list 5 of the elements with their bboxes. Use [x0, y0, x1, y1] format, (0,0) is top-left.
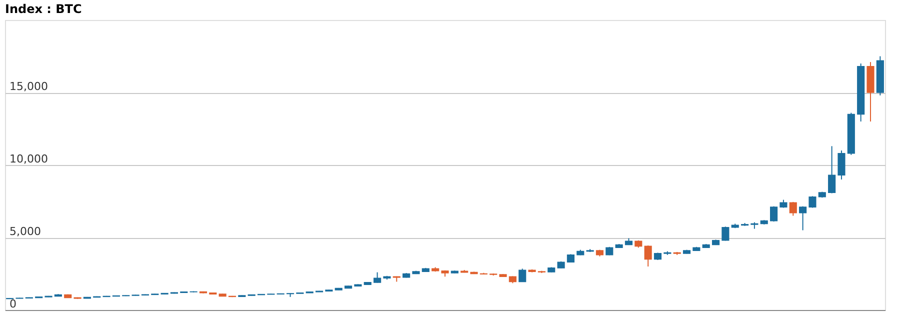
y-tick-label: 10,000: [10, 152, 48, 166]
y-tick-label: 0: [10, 298, 16, 310]
chart-title: Index : BTC: [5, 2, 82, 16]
y-tick-label: 5,000: [10, 225, 41, 238]
y-tick-label: 15,000: [10, 80, 48, 93]
